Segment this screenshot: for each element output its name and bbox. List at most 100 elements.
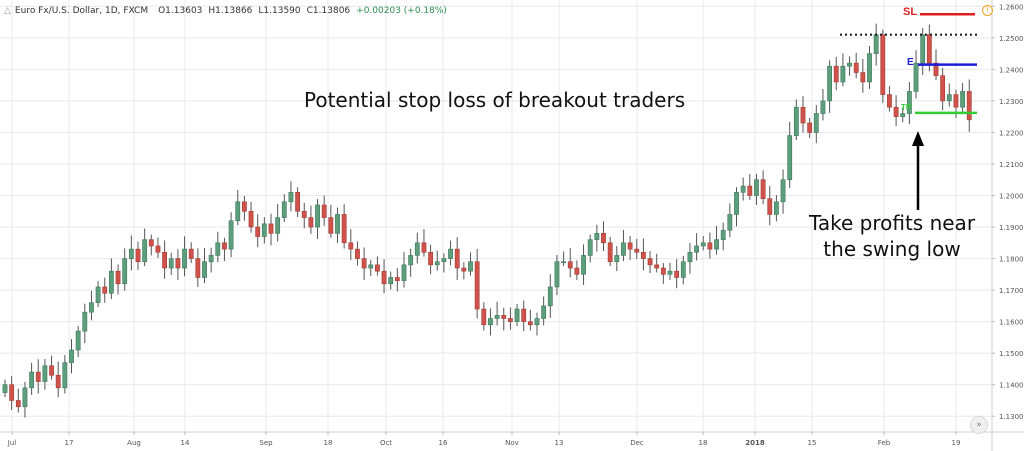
- chevron-up-icon[interactable]: △: [4, 6, 11, 16]
- candle-up: [414, 242, 420, 256]
- take-profit-annotation: Take profits near the swing low: [802, 210, 982, 262]
- candle-up: [408, 255, 414, 266]
- candle-down: [634, 248, 640, 253]
- candle-down: [940, 75, 946, 102]
- x-tick-label: Aug: [127, 439, 141, 447]
- candle-down: [880, 34, 886, 95]
- candle-up: [281, 201, 287, 218]
- low-value: L1.13590: [258, 6, 301, 16]
- candle-up: [813, 113, 819, 133]
- candle-down: [647, 258, 653, 266]
- candle-up: [228, 220, 234, 250]
- candle-up: [867, 53, 872, 83]
- candle-up: [787, 135, 793, 181]
- candle-up: [780, 179, 786, 203]
- candle-down: [966, 91, 972, 121]
- candle-up: [368, 264, 374, 269]
- candle-up: [614, 255, 620, 263]
- candle-up: [69, 349, 74, 363]
- y-tick-label: 1.19000: [999, 224, 1024, 232]
- candle-up: [906, 91, 912, 114]
- candle-up: [827, 65, 832, 102]
- candle-up: [42, 365, 48, 382]
- y-tick-label: 1.13000: [999, 413, 1024, 421]
- candle-down: [454, 248, 460, 269]
- y-tick-label: 1.24000: [999, 66, 1024, 74]
- candle-down: [853, 62, 859, 73]
- open-value: O1.13603: [158, 6, 203, 16]
- candle-down: [248, 210, 254, 228]
- y-tick-label: 1.15000: [999, 350, 1024, 358]
- candle-up: [122, 258, 128, 285]
- candle-up: [95, 286, 101, 304]
- candle-down: [461, 267, 467, 272]
- candle-down: [374, 264, 380, 272]
- candle-down: [268, 223, 274, 234]
- candle-down: [640, 251, 646, 259]
- x-tick-label: 18: [699, 439, 708, 447]
- trade-levels: [840, 12, 978, 115]
- candle-up: [388, 277, 394, 285]
- candlestick-series: [2, 23, 972, 418]
- candle-up: [315, 204, 320, 228]
- y-axis: 1.26000 1.25000 1.24000 1.23000 1.22000 1.210…: [991, 0, 1024, 451]
- take-profit-line-1: Take profits near: [808, 211, 976, 235]
- candle-down: [175, 258, 181, 269]
- candle-down: [893, 106, 899, 117]
- stop-loss-annotation: Potential stop loss of breakout traders: [304, 88, 686, 112]
- y-tick-label: 1.25000: [999, 35, 1024, 43]
- candle-down: [574, 267, 580, 275]
- x-tick-label: Nov: [505, 439, 519, 447]
- candle-down: [55, 374, 61, 389]
- y-tick-label: 1.23000: [999, 98, 1024, 106]
- candle-up: [700, 242, 706, 247]
- candle-up: [773, 201, 779, 215]
- candle-up: [587, 239, 593, 256]
- info-icon[interactable]: !: [982, 5, 993, 16]
- candle-up: [75, 330, 81, 351]
- y-tick-label: 1.14000: [999, 382, 1024, 390]
- candle-down: [361, 258, 367, 269]
- candle-up: [109, 270, 114, 294]
- candle-down: [507, 318, 513, 322]
- candle-up: [401, 264, 407, 281]
- candle-up: [900, 113, 906, 117]
- candle-down: [521, 308, 527, 322]
- candle-down: [747, 185, 753, 196]
- y-tick-label: 1.18000: [999, 256, 1024, 264]
- take-profit-label: TP: [901, 103, 912, 112]
- candle-up: [873, 34, 879, 54]
- change-value: +0.00203 (+0.18%): [356, 6, 447, 16]
- candle-down: [115, 270, 121, 285]
- candle-down: [381, 270, 387, 285]
- candle-down: [601, 233, 606, 244]
- candle-down: [222, 242, 227, 250]
- candle-up: [22, 387, 28, 408]
- candle-down: [953, 94, 959, 108]
- candle-up: [680, 261, 686, 278]
- candle-up: [734, 192, 739, 215]
- candle-down: [926, 34, 932, 64]
- candle-up: [182, 248, 187, 269]
- candle-down: [527, 321, 533, 326]
- candle-up: [494, 315, 500, 319]
- candle-up: [727, 214, 733, 231]
- candle-up: [128, 248, 134, 259]
- candle-down: [188, 248, 194, 259]
- candle-up: [448, 248, 453, 259]
- candle-down: [9, 384, 15, 401]
- candle-down: [15, 400, 21, 408]
- candle-up: [554, 261, 560, 288]
- candle-up: [847, 62, 852, 67]
- high-value: H1.13866: [208, 6, 253, 16]
- candle-down: [301, 210, 307, 218]
- close-value: C1.13806: [306, 6, 351, 16]
- candle-down: [674, 270, 680, 278]
- x-tick-label: 2018: [745, 439, 765, 447]
- candle-up: [720, 229, 726, 240]
- candle-up: [740, 185, 746, 193]
- scroll-to-latest-button[interactable]: »: [970, 416, 988, 434]
- candle-up: [468, 261, 473, 272]
- candle-down: [474, 261, 480, 310]
